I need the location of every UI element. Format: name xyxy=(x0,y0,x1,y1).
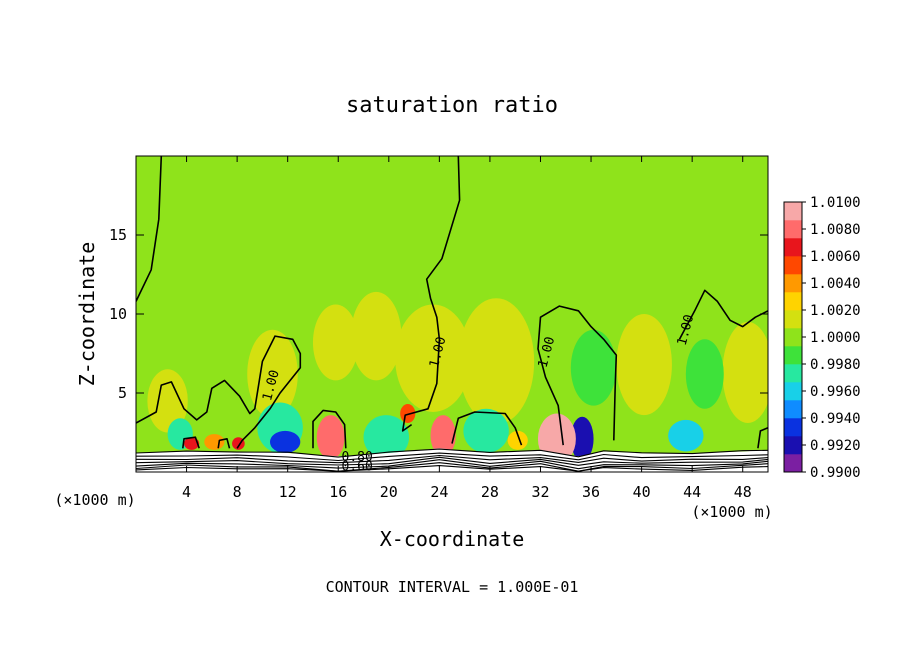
field-anomaly-3 xyxy=(312,304,359,381)
colorbar-swatch-5 xyxy=(784,364,802,383)
contour-line-2 xyxy=(401,156,461,432)
colorbar-label-8: 0.9940 xyxy=(810,411,861,427)
field-anomaly-17 xyxy=(184,437,200,450)
colorbar-label-7: 0.9960 xyxy=(810,384,861,400)
contour-lines xyxy=(136,156,768,449)
x-axis-label: X-coordinate xyxy=(380,527,525,551)
colorbar-swatch-11 xyxy=(784,256,802,275)
contour-line-9 xyxy=(757,427,768,449)
x-unit-right: (×1000 m) xyxy=(691,503,772,521)
field-anomaly-21 xyxy=(430,415,456,457)
x-tick-label-3: 16 xyxy=(329,483,347,501)
x-tick-label-10: 44 xyxy=(683,483,701,501)
contour-line-0 xyxy=(136,156,163,302)
colorbar-label-10: 0.9900 xyxy=(810,465,861,481)
y-tick-label-2: 15 xyxy=(109,226,127,244)
colorbar-swatch-4 xyxy=(784,382,802,401)
colorbar-label-4: 1.0020 xyxy=(810,303,861,319)
field-anomaly-13 xyxy=(463,408,509,454)
x-tick-label-9: 40 xyxy=(633,483,651,501)
field-anomaly-9 xyxy=(147,369,188,433)
colorbar: 1.0100 1.0080 1.0060 1.0040 1.0020 1.0000 0.99… xyxy=(783,195,861,481)
y-axis-label: Z-coordinate xyxy=(75,242,99,387)
y-tick-label-0: 5 xyxy=(118,384,127,402)
contour-label-5: 0.60 xyxy=(342,460,373,475)
chart-title: saturation ratio xyxy=(346,93,558,118)
field-anomaly-14 xyxy=(570,416,594,461)
contour-line-4 xyxy=(537,305,618,446)
field-anomaly-7 xyxy=(570,329,617,406)
contour-line-8 xyxy=(312,409,347,449)
colorbar-label-6: 0.9980 xyxy=(810,357,861,373)
contour-line-7 xyxy=(217,438,231,449)
x-tick-label-1: 8 xyxy=(233,483,242,501)
colorbar-label-2: 1.0060 xyxy=(810,249,861,265)
x-tick-label-2: 12 xyxy=(279,483,297,501)
x-tick-label-6: 28 xyxy=(481,483,499,501)
plot-area xyxy=(136,156,768,472)
terrain-contour-2 xyxy=(136,454,768,464)
colorbar-swatch-9 xyxy=(784,292,802,311)
colorbar-label-1: 1.0080 xyxy=(810,222,861,238)
x-tick-label-7: 32 xyxy=(531,483,549,501)
y-tick-label-1: 10 xyxy=(109,305,127,323)
colorbar-swatch-14 xyxy=(784,202,802,221)
terrain-contour-1 xyxy=(136,452,768,462)
colorbar-swatch-0 xyxy=(784,454,802,473)
terrain-contours xyxy=(136,448,768,472)
x-unit-left: (×1000 m) xyxy=(54,491,135,509)
contour-line-5 xyxy=(678,289,768,340)
colorbar-swatch-1 xyxy=(784,436,802,455)
colorbar-swatch-8 xyxy=(784,310,802,329)
field-anomaly-15 xyxy=(668,419,704,452)
x-tick-label-0: 4 xyxy=(182,483,191,501)
field-anomaly-8 xyxy=(685,339,724,409)
terrain-contour-3 xyxy=(136,456,768,466)
colorbar-label-9: 0.9920 xyxy=(810,438,861,454)
colorbar-swatch-10 xyxy=(784,274,802,293)
x-tick-label-8: 36 xyxy=(582,483,600,501)
x-tick-label-11: 48 xyxy=(734,483,752,501)
field-anomaly-4 xyxy=(247,329,298,419)
colorbar-swatch-7 xyxy=(784,328,802,347)
colorbar-swatch-2 xyxy=(784,418,802,437)
colorbar-label-0: 1.0100 xyxy=(810,195,861,211)
colorbar-label-5: 1.0000 xyxy=(810,330,861,346)
field-anomaly-1 xyxy=(458,298,535,425)
colorbar-swatch-6 xyxy=(784,346,802,365)
x-tick-label-4: 20 xyxy=(380,483,398,501)
field-anomaly-6 xyxy=(722,321,768,424)
contour-label-4: 0.80 xyxy=(342,450,373,465)
contour-line-6 xyxy=(182,436,200,449)
field-anomalies xyxy=(147,291,768,465)
field-anomaly-5 xyxy=(616,314,672,416)
contour-line-3 xyxy=(451,411,523,446)
colorbar-swatch-3 xyxy=(784,400,802,419)
x-tick-label-5: 24 xyxy=(430,483,448,501)
colorbar-swatch-12 xyxy=(784,238,802,257)
terrain-contour-0 xyxy=(136,448,768,458)
colorbar-swatch-13 xyxy=(784,220,802,239)
field-anomaly-20 xyxy=(316,415,345,460)
contour-line-1 xyxy=(136,335,302,449)
field-anomaly-2 xyxy=(350,291,402,381)
field-anomaly-0 xyxy=(395,304,471,412)
field-anomaly-23 xyxy=(507,430,528,450)
colorbar-label-3: 1.0040 xyxy=(810,276,861,292)
field-anomaly-18 xyxy=(204,434,225,450)
contour-interval-note: CONTOUR INTERVAL = 1.000E-01 xyxy=(326,578,579,596)
field-anomaly-11 xyxy=(269,430,301,454)
field-anomaly-12 xyxy=(363,415,410,460)
